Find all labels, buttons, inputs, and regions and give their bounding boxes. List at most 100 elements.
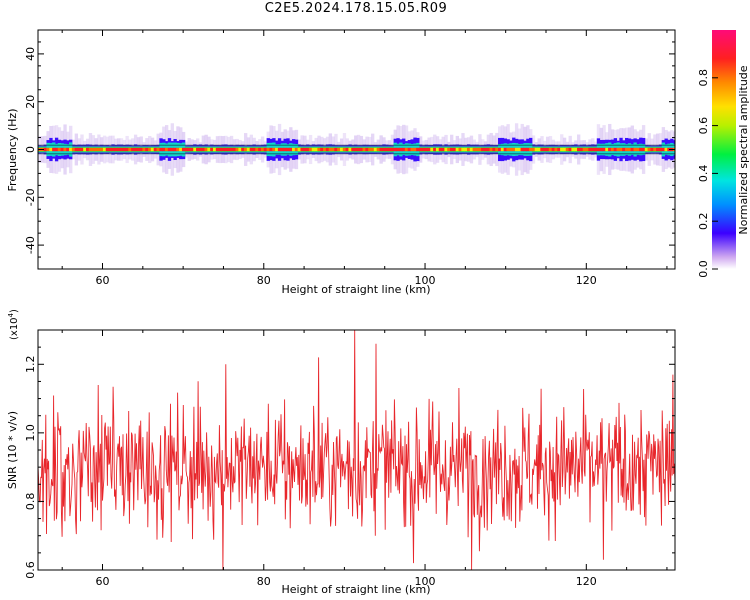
spectrum-core-cell <box>413 147 417 152</box>
spectrum-core-cell <box>599 147 603 152</box>
figure-title: C2E5.2024.178.15.05.R09 <box>264 1 448 16</box>
spectrum-core-cell <box>128 147 132 152</box>
snr-series <box>38 330 675 570</box>
spectrum-core-cell <box>605 147 609 152</box>
spectrum-core-cell <box>421 147 426 152</box>
spectrum-core-cell <box>266 147 270 152</box>
spectrum-core-cell <box>531 147 536 152</box>
spectrum-core-cell <box>608 147 612 152</box>
spectrogram-ylabel: Frequency (Hz) <box>6 109 19 192</box>
spectrum-core-cell <box>46 147 50 152</box>
spectrum-core-cell <box>187 147 191 152</box>
spectrum-core-cell <box>627 147 632 152</box>
x-tick-label: 120 <box>576 575 597 588</box>
spectrum-core-cell <box>424 147 428 152</box>
spectrum-core-cell <box>402 147 406 152</box>
spectrum-core-cell <box>661 147 666 152</box>
snr-multiplier-close: ) <box>9 309 20 313</box>
snr-multiplier: (x104) <box>7 309 20 340</box>
spectrum-core-cell <box>238 147 242 152</box>
spectrum-core-cell <box>537 147 541 152</box>
spectrum-core-cell <box>244 147 248 152</box>
spectrum-core-cell <box>153 147 158 152</box>
spectrum-core-cell <box>622 147 626 152</box>
spectrum-core-cell <box>543 147 547 152</box>
spectrum-core-cell <box>596 147 601 152</box>
spectrogram-ticks: 60 80 100 120 -40 -20 0 20 40 <box>24 29 675 287</box>
spectrum-core-cell <box>469 147 474 152</box>
spectrogram-xlabel: Height of straight line (km) <box>281 283 430 296</box>
spectrum-core-cell <box>345 147 349 152</box>
spectrum-core-cell <box>579 147 584 152</box>
colorbar: 0.0 0.2 0.4 0.6 0.8 Normalized spectral ampl… <box>697 30 750 278</box>
spectrum-core-cell <box>371 147 375 152</box>
spectrum-core-cell <box>342 147 347 152</box>
spectrum-core-cell <box>100 147 104 152</box>
spectrum-core-cell <box>520 147 524 152</box>
spectrum-core-cell <box>241 147 245 152</box>
spectrum-core-cell <box>193 147 197 152</box>
colorbar-label: Normalized spectral amplitude <box>737 65 750 234</box>
spectrum-core-cell <box>83 147 87 152</box>
spectrum-core-cell <box>359 147 364 152</box>
spectrum-core-cell <box>625 147 629 152</box>
spectrum-core-cell <box>286 147 290 152</box>
spectrum-core-cell <box>475 147 479 152</box>
x-tick-label: 60 <box>96 575 110 588</box>
spectrum-core-cell <box>111 147 115 152</box>
y-tick-label: 1.0 <box>24 424 37 442</box>
spectrum-core-cell <box>136 147 141 152</box>
spectrum-core-cell <box>548 147 553 152</box>
spectrum-core-cell <box>562 147 567 152</box>
spectrum-core-cell <box>131 147 135 152</box>
snr-xlabel: Height of straight line (km) <box>281 583 430 596</box>
spectrum-core-cell <box>139 147 143 152</box>
spectrum-core-cell <box>184 147 189 152</box>
spectrum-core-cell <box>88 147 93 152</box>
spectrum-core-cell <box>619 147 623 152</box>
spectrum-core-cell <box>348 147 352 152</box>
spectrum-core-cell <box>610 147 615 152</box>
spectrum-core-cell <box>196 147 200 152</box>
spectrum-core-cell <box>119 147 124 152</box>
spectrum-core-cell <box>218 147 222 152</box>
spectrum-core-cell <box>66 147 70 152</box>
spectrum-core-cell <box>396 147 400 152</box>
spectrum-core-cell <box>489 147 493 152</box>
x-tick-label: 120 <box>576 274 597 287</box>
snr-panel: 60 80 100 120 0.6 0.8 1.0 1.2 Height of straigh… <box>6 309 676 596</box>
spectrum-core-cell <box>368 147 372 152</box>
spectrum-core-cell <box>577 147 581 152</box>
spectrum-core-cell <box>179 147 183 152</box>
spectrum-core-cell <box>294 147 299 152</box>
colorbar-gradient <box>712 30 736 269</box>
spectrum-core-cell <box>379 147 383 152</box>
spectrum-core-cell <box>390 147 395 152</box>
spectrum-core-cell <box>80 147 84 152</box>
spectrum-core-cell <box>207 147 211 152</box>
spectrum-core-cell <box>159 147 163 152</box>
spectrum-core-cell <box>354 147 358 152</box>
spectrum-core-cell <box>252 147 256 152</box>
y-tick-label: 0.6 <box>24 561 37 579</box>
spectrum-core-cell <box>69 147 73 152</box>
spectrum-core-cell <box>639 147 643 152</box>
spectrum-core-cell <box>145 147 149 152</box>
colorbar-tick-label: 0.6 <box>697 117 710 135</box>
spectrum-core-cell <box>260 147 265 152</box>
spectrum-core-cell <box>249 147 253 152</box>
spectrum-core-cell <box>534 147 539 152</box>
spectrum-core-cell <box>526 147 530 152</box>
spectrum-core-cell <box>568 147 572 152</box>
x-tick-label: 80 <box>257 274 271 287</box>
spectrum-core-cell <box>438 147 443 152</box>
spectrum-core-cell <box>373 147 378 152</box>
spectrum-core-cell <box>509 147 513 152</box>
spectrum-core-cell <box>52 147 56 152</box>
spectrum-core-cell <box>308 147 313 152</box>
spectrum-core-cell <box>156 147 160 152</box>
spectrum-core-cell <box>630 147 634 152</box>
spectrum-core-cell <box>94 147 98 152</box>
spectrum-core-cell <box>164 147 169 152</box>
spectrum-core-cell <box>314 147 318 152</box>
